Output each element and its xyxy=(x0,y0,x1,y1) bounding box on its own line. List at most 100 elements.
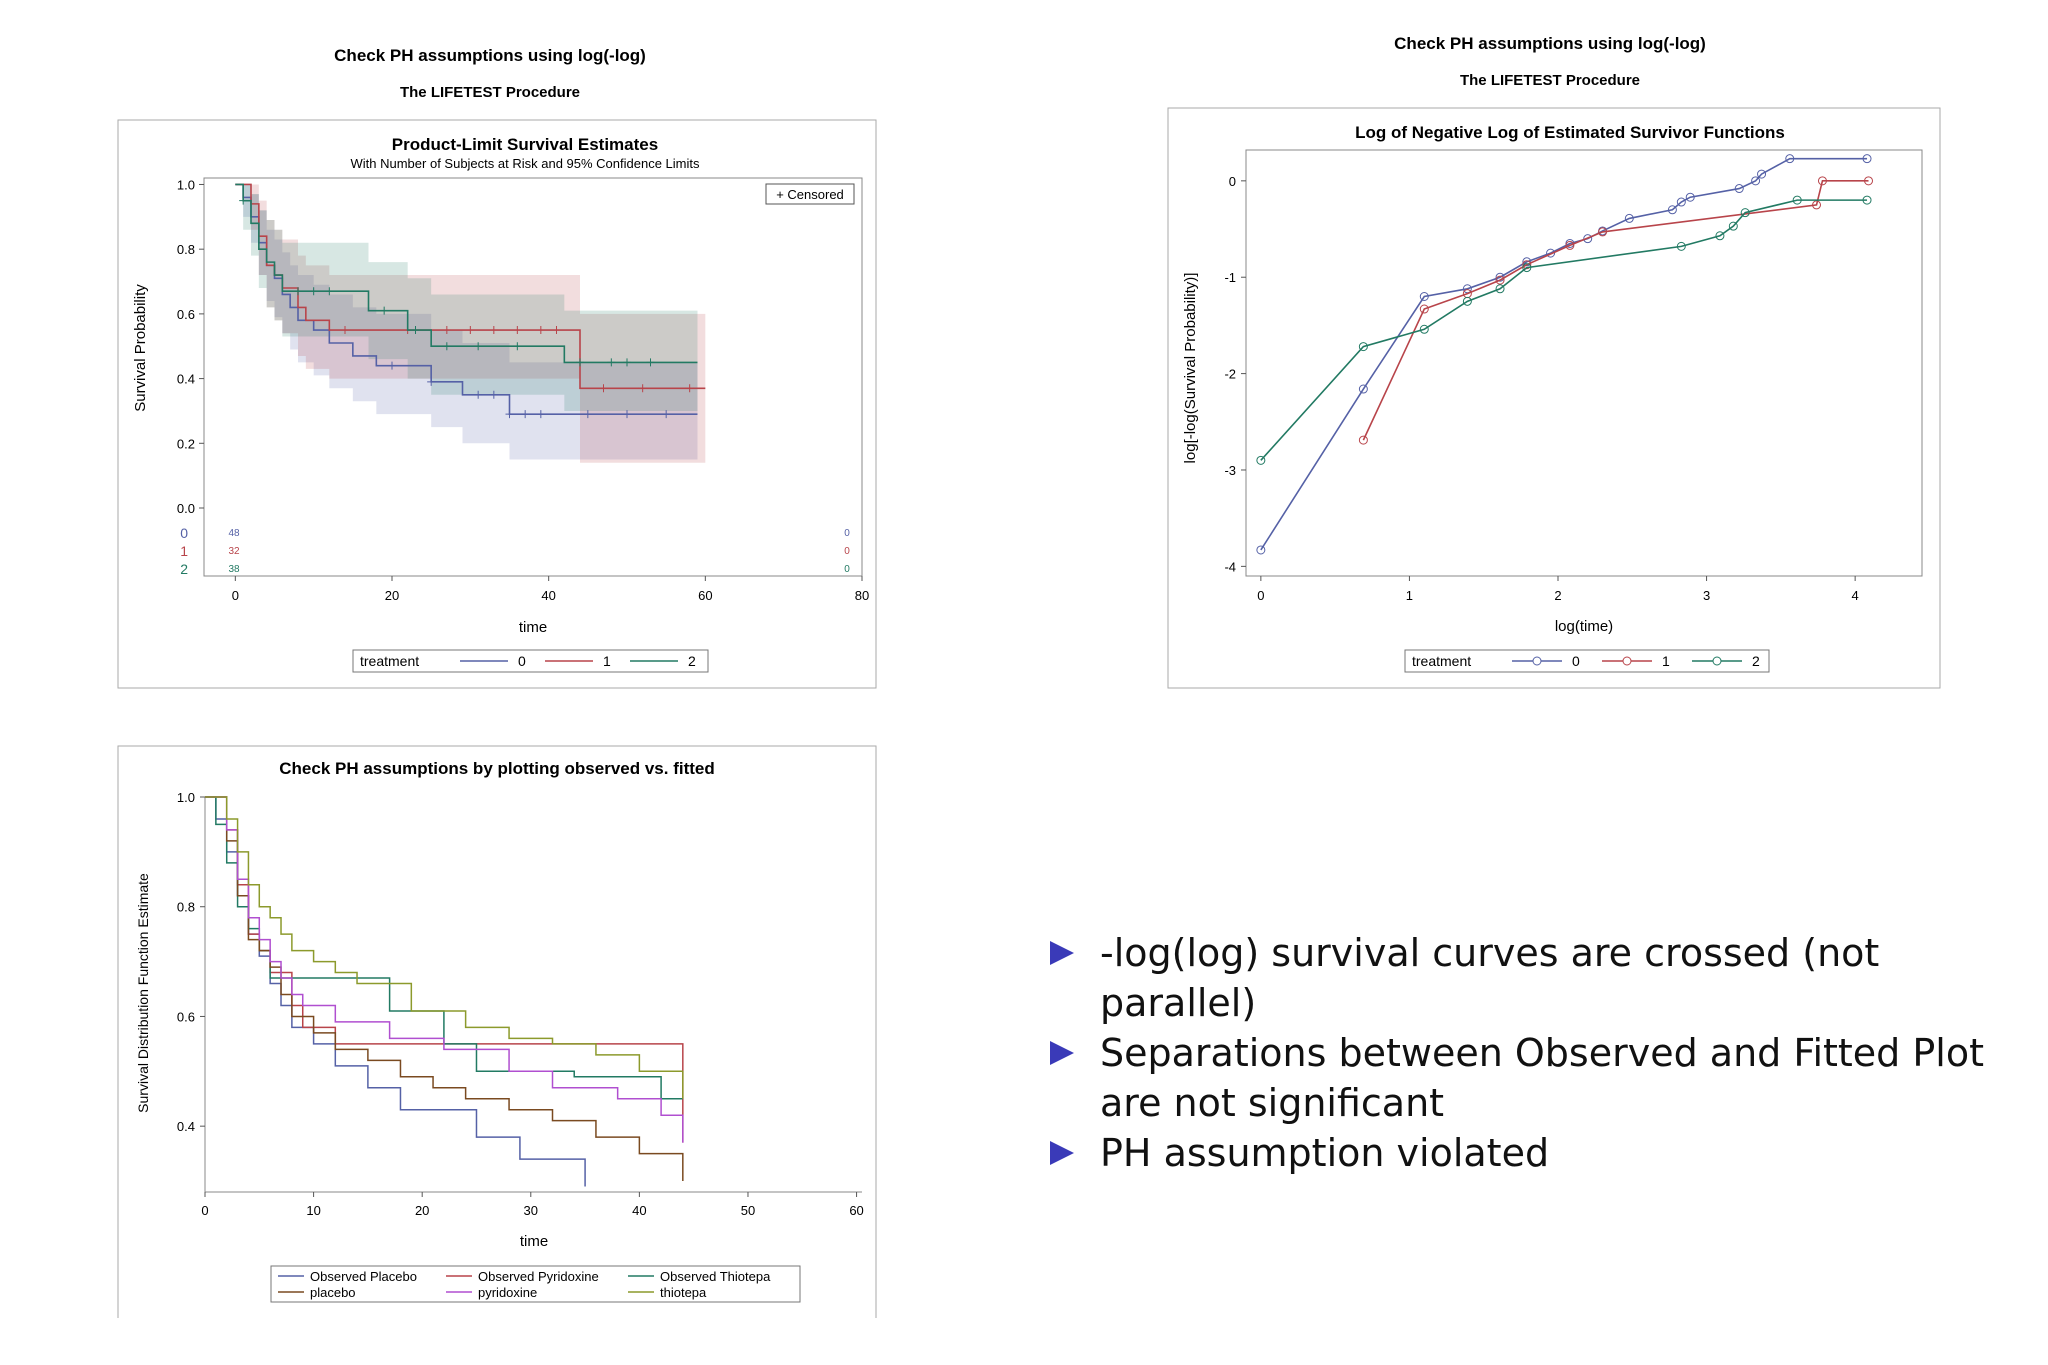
loglog-point-2 xyxy=(1676,241,1686,251)
km-censor-mark-1 xyxy=(513,326,522,335)
km-censor-mark-2 xyxy=(309,287,318,296)
loglog-point-0 xyxy=(1757,169,1767,179)
km-x-tick-label: 60 xyxy=(698,588,712,603)
loglog-panel-frame xyxy=(1167,107,1941,689)
km-censor-mark-2 xyxy=(325,287,334,296)
km-censor-mark-0 xyxy=(583,410,592,419)
km-censor-mark-0 xyxy=(536,410,545,419)
loglog-point-2 xyxy=(1419,324,1429,334)
loglog-point-0 xyxy=(1522,257,1532,267)
obsfit-series-line xyxy=(205,796,684,1182)
obsfit-x-axis-label: time xyxy=(520,1233,548,1250)
km-censor-mark-2 xyxy=(513,342,522,351)
loglog-point-2 xyxy=(1522,263,1532,273)
bullet-item: -log(log) survival curves are crossed (n… xyxy=(1050,928,2040,1028)
km-y-tick-label: 0.4 xyxy=(177,372,195,387)
loglog-y-tick-label: 0 xyxy=(1229,174,1236,189)
km-at-risk-group-label: 2 xyxy=(180,561,188,577)
loglog-legend-marker-2 xyxy=(1712,656,1722,666)
km-censor-mark-1 xyxy=(638,384,647,393)
km-censor-mark-0 xyxy=(474,390,483,399)
km-censor-mark-0 xyxy=(662,410,671,419)
km-at-risk-end: 0 xyxy=(844,546,850,557)
loglog-point-0 xyxy=(1358,384,1368,394)
obsfit-x-tick-label: 50 xyxy=(741,1203,755,1218)
loglog-y-tick-label: -4 xyxy=(1224,559,1236,574)
km-censor-mark-0 xyxy=(388,361,396,370)
obsfit-y-tick-label: 0.8 xyxy=(177,900,195,915)
km-censor-mark-2 xyxy=(623,358,631,367)
km-plot-frame xyxy=(203,177,863,577)
km-legend-entry-label: 1 xyxy=(603,653,611,669)
loglog-legend-title: treatment xyxy=(1412,653,1471,669)
obsfit-series-line xyxy=(205,796,684,1143)
obsfit-legend-box xyxy=(270,1265,801,1303)
loglog-point-1 xyxy=(1812,200,1822,210)
obsfit-panel-frame xyxy=(117,745,877,1318)
km-legend-title: treatment xyxy=(360,653,419,669)
km-y-tick-label: 0.0 xyxy=(177,501,195,516)
km-confidence-band-0 xyxy=(235,184,698,460)
obsfit-series-line xyxy=(205,796,683,1100)
obsfit-legend-entry-label: placebo xyxy=(310,1285,356,1300)
km-at-risk-group-label: 0 xyxy=(180,525,188,541)
loglog-x-tick-label: 3 xyxy=(1703,588,1710,603)
loglog-point-0 xyxy=(1256,545,1266,555)
triangle-bullet-icon xyxy=(1050,1141,1074,1165)
km-y-tick-label: 1.0 xyxy=(177,177,195,192)
obsfit-legend-entry-label: pyridoxine xyxy=(478,1285,537,1300)
loglog-point-0 xyxy=(1751,176,1761,186)
km-censor-mark-0 xyxy=(489,390,498,399)
km-panel-frame xyxy=(117,119,877,689)
obsfit-y-tick-label: 1.0 xyxy=(177,790,195,805)
km-censor-mark-2 xyxy=(576,358,584,367)
obsfit-x-tick-label: 10 xyxy=(306,1203,320,1218)
loglog-point-2 xyxy=(1728,221,1738,231)
loglog-x-tick-label: 1 xyxy=(1406,588,1413,603)
km-at-risk-start: 32 xyxy=(228,546,240,557)
loglog-series-line-0 xyxy=(1260,157,1868,551)
loglog-point-1 xyxy=(1864,176,1874,186)
loglog-legend-entry-label: 0 xyxy=(1572,653,1580,669)
loglog-point-0 xyxy=(1785,154,1795,164)
loglog-point-0 xyxy=(1676,197,1686,207)
km-censor-mark-2 xyxy=(294,287,302,296)
km-censor-mark-2 xyxy=(474,342,483,351)
loglog-point-1 xyxy=(1522,260,1532,270)
loglog-point-0 xyxy=(1734,184,1744,194)
loglog-point-0 xyxy=(1667,205,1677,215)
loglog-point-2 xyxy=(1256,455,1266,465)
loglog-y-tick-label: -3 xyxy=(1224,463,1236,478)
km-at-risk-start: 48 xyxy=(228,528,240,539)
km-y-axis-label: Survival Probability xyxy=(132,284,149,412)
obsfit-x-tick-label: 60 xyxy=(849,1203,863,1218)
km-legend-box xyxy=(352,649,709,673)
km-censor-mark-1 xyxy=(536,326,545,335)
loglog-point-1 xyxy=(1358,435,1368,445)
loglog-point-2 xyxy=(1715,231,1725,241)
loglog-x-axis-label: log(time) xyxy=(1555,618,1613,635)
bullet-text: Separations between Observed and Fitted … xyxy=(1100,1031,1985,1125)
loglog-point-2 xyxy=(1740,208,1750,218)
right-heading-title: Check PH assumptions using log(-log) xyxy=(1394,34,1706,53)
obsfit-x-tick-label: 0 xyxy=(201,1203,208,1218)
km-censor-mark-2 xyxy=(239,196,248,205)
km-y-tick-label: 0.2 xyxy=(177,436,195,451)
km-x-tick-label: 0 xyxy=(232,588,239,603)
km-censor-mark-2 xyxy=(442,342,451,351)
km-chart-title: Product-Limit Survival Estimates xyxy=(392,135,658,154)
km-censor-mark-1 xyxy=(552,326,561,335)
loglog-chart-title: Log of Negative Log of Estimated Survivo… xyxy=(1355,123,1785,142)
loglog-x-tick-label: 2 xyxy=(1554,588,1561,603)
obsfit-legend-entry-label: thiotepa xyxy=(660,1285,707,1300)
km-censor-mark-2 xyxy=(607,358,616,367)
km-confidence-band-1 xyxy=(235,184,706,463)
km-censor-mark-0 xyxy=(623,410,631,419)
km-chart-subtitle: With Number of Subjects at Risk and 95% … xyxy=(351,156,700,171)
loglog-legend-box xyxy=(1404,649,1770,673)
left-heading-title: Check PH assumptions using log(-log) xyxy=(334,46,646,65)
loglog-point-1 xyxy=(1598,227,1608,237)
obsfit-x-tick-label: 40 xyxy=(632,1203,646,1218)
triangle-bullet-icon xyxy=(1050,941,1074,965)
